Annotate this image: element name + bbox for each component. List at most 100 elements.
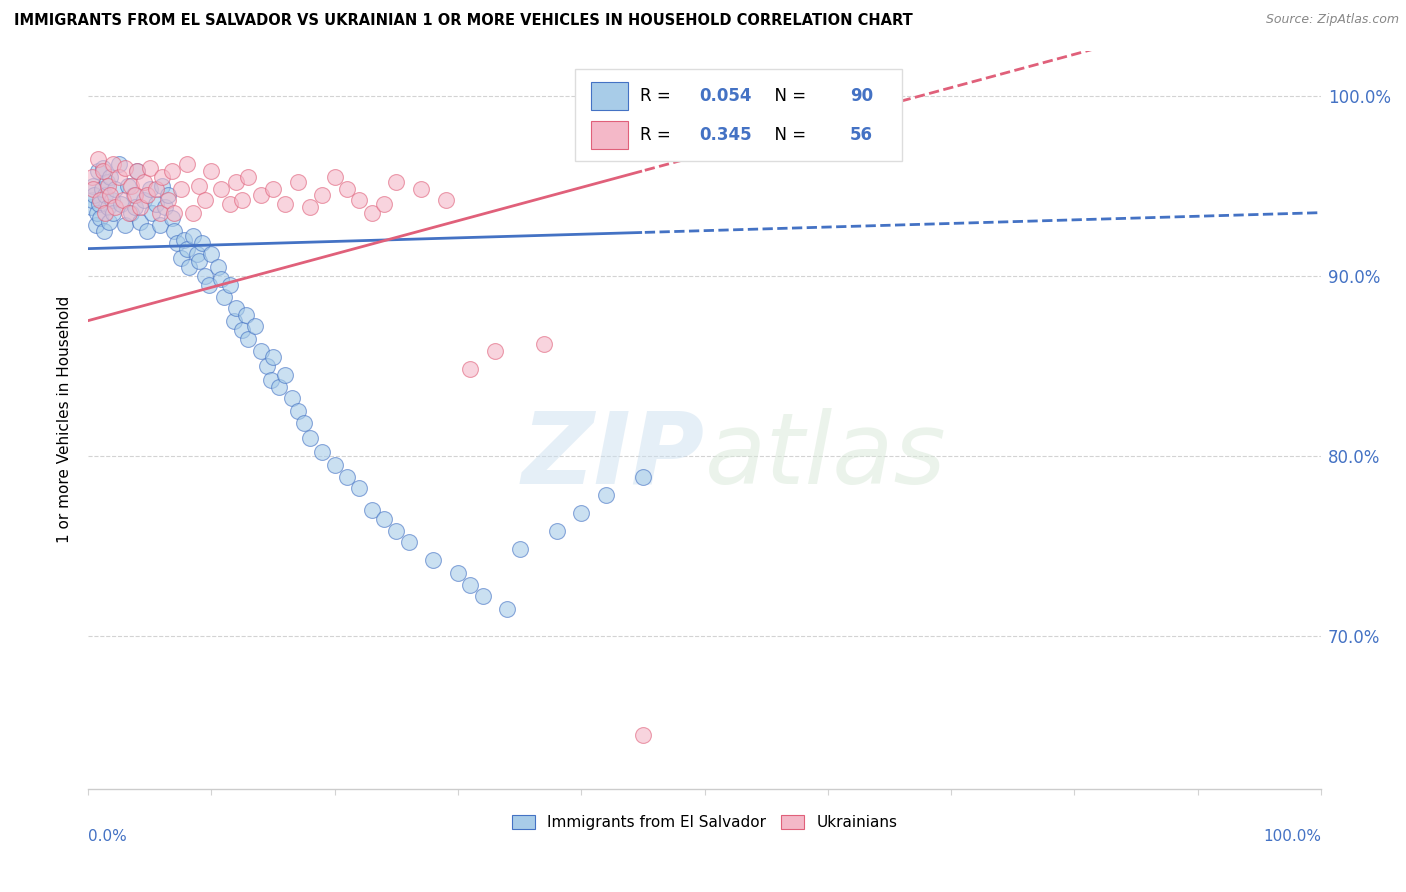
Point	[194, 268, 217, 283]
Point	[323, 458, 346, 472]
Point	[118, 205, 141, 219]
Point	[238, 169, 260, 184]
Point	[98, 187, 121, 202]
Point	[186, 247, 208, 261]
Point	[212, 290, 235, 304]
Point	[243, 318, 266, 333]
Point	[127, 164, 149, 178]
Point	[80, 193, 103, 207]
Point	[373, 511, 395, 525]
Point	[124, 200, 146, 214]
Text: 0.0%: 0.0%	[89, 829, 127, 844]
Point	[94, 205, 117, 219]
Bar	[591, 82, 628, 110]
Point	[398, 535, 420, 549]
Point	[101, 205, 124, 219]
Point	[132, 175, 155, 189]
Point	[373, 196, 395, 211]
Point	[108, 157, 131, 171]
Point	[97, 200, 120, 214]
Point	[108, 169, 131, 184]
Point	[141, 205, 163, 219]
Point	[111, 193, 134, 207]
Point	[496, 601, 519, 615]
Text: 0.054: 0.054	[700, 87, 752, 104]
Text: atlas: atlas	[704, 408, 946, 505]
Point	[120, 205, 142, 219]
Point	[259, 373, 281, 387]
Point	[190, 236, 212, 251]
Point	[145, 182, 167, 196]
Point	[179, 260, 201, 274]
Point	[235, 308, 257, 322]
Point	[166, 236, 188, 251]
Point	[484, 344, 506, 359]
Text: Source: ZipAtlas.com: Source: ZipAtlas.com	[1265, 13, 1399, 27]
FancyBboxPatch shape	[575, 69, 901, 161]
Point	[460, 578, 482, 592]
Point	[89, 196, 111, 211]
Point	[139, 182, 162, 196]
Point	[169, 251, 191, 265]
Point	[176, 242, 198, 256]
Legend: Immigrants from El Salvador, Ukrainians: Immigrants from El Salvador, Ukrainians	[506, 809, 904, 836]
Text: IMMIGRANTS FROM EL SALVADOR VS UKRAINIAN 1 OR MORE VEHICLES IN HOUSEHOLD CORRELA: IMMIGRANTS FROM EL SALVADOR VS UKRAINIAN…	[14, 13, 912, 29]
Point	[631, 727, 654, 741]
Point	[256, 359, 278, 373]
Point	[82, 182, 104, 196]
Point	[595, 488, 617, 502]
Point	[89, 211, 111, 225]
Text: R =: R =	[641, 87, 676, 104]
Point	[96, 175, 118, 189]
Point	[149, 205, 172, 219]
Point	[160, 164, 183, 178]
Point	[274, 368, 297, 382]
Point	[94, 187, 117, 202]
Point	[509, 542, 531, 557]
Point	[209, 182, 232, 196]
Point	[292, 416, 315, 430]
Point	[82, 178, 104, 193]
Point	[207, 260, 229, 274]
Text: N =: N =	[763, 87, 811, 104]
Point	[90, 182, 112, 196]
Point	[460, 362, 482, 376]
Point	[569, 506, 592, 520]
Point	[136, 187, 159, 202]
Point	[89, 193, 111, 207]
Point	[149, 219, 172, 233]
Point	[117, 178, 139, 193]
Point	[104, 182, 127, 196]
Point	[91, 161, 114, 175]
Point	[84, 219, 107, 233]
Point	[249, 344, 271, 359]
Point	[533, 337, 555, 351]
Point	[349, 481, 371, 495]
Point	[287, 403, 309, 417]
Point	[80, 169, 103, 184]
Point	[91, 164, 114, 178]
Point	[274, 196, 297, 211]
Point	[194, 193, 217, 207]
Point	[139, 161, 162, 175]
Point	[631, 470, 654, 484]
Point	[188, 178, 211, 193]
Point	[129, 214, 152, 228]
Point	[129, 200, 152, 214]
Point	[249, 187, 271, 202]
Point	[311, 445, 333, 459]
Point	[157, 187, 180, 202]
Point	[269, 380, 291, 394]
Point	[200, 247, 222, 261]
Point	[238, 332, 260, 346]
Text: ZIP: ZIP	[522, 408, 704, 505]
Point	[471, 589, 494, 603]
Point	[262, 182, 284, 196]
Text: 0.345: 0.345	[700, 126, 752, 144]
Point	[198, 277, 221, 292]
Point	[336, 182, 359, 196]
Point	[163, 205, 186, 219]
Point	[181, 205, 204, 219]
Point	[225, 175, 247, 189]
Point	[157, 193, 180, 207]
